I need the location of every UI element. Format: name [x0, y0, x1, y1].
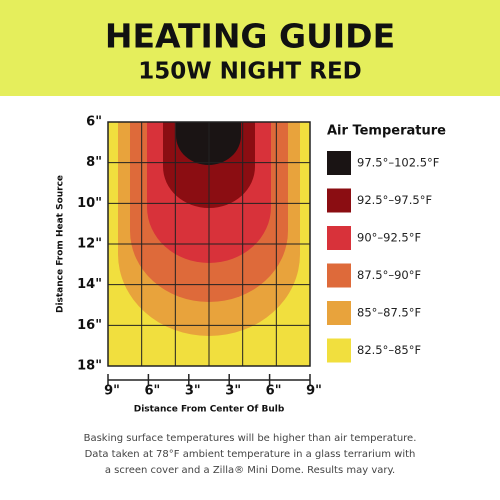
y-tick-label: 14" — [77, 277, 102, 292]
y-tick-label: 12" — [77, 237, 102, 252]
x-tick-label: 6" — [266, 384, 282, 399]
footnote: Basking surface temperatures will be hig… — [84, 433, 417, 476]
title: HEATING GUIDE — [105, 17, 395, 56]
footnote-line: Data taken at 78°F ambient temperature i… — [85, 449, 416, 460]
x-tick-label: 9" — [104, 384, 120, 399]
x-tick-label: 9" — [306, 384, 322, 399]
footnote-line: Basking surface temperatures will be hig… — [84, 433, 417, 444]
header-band — [0, 0, 500, 96]
y-tick-label: 8" — [86, 155, 102, 170]
y-tick-label: 6" — [86, 115, 102, 130]
legend-swatch — [327, 263, 351, 288]
y-axis-label: Distance From Heat Source — [56, 175, 66, 313]
legend-label: 85°–87.5°F — [357, 306, 421, 320]
legend-label: 82.5°–85°F — [357, 343, 421, 357]
legend-label: 87.5°–90°F — [357, 268, 421, 282]
legend-label: 90°–92.5°F — [357, 231, 421, 245]
y-tick-label: 10" — [77, 196, 102, 211]
legend-swatch — [327, 338, 351, 363]
legend-label: 97.5°–102.5°F — [357, 156, 439, 170]
y-tick-label: 16" — [77, 318, 102, 333]
x-axis-label: Distance From Center Of Bulb — [134, 405, 285, 415]
legend: 97.5°–102.5°F 92.5°–97.5°F 90°–92.5°F 87.5°… — [327, 151, 439, 363]
legend-swatch — [327, 188, 351, 213]
x-tick-label: 6" — [144, 384, 160, 399]
legend-label: 92.5°–97.5°F — [357, 193, 432, 207]
legend-swatch — [327, 301, 351, 325]
x-tick-label: 3" — [225, 384, 241, 399]
y-tick-label: 18" — [77, 359, 102, 374]
legend-title: Air Temperature — [327, 124, 446, 139]
legend-swatch — [327, 151, 351, 175]
plot-border — [107, 121, 311, 367]
heat-zones — [107, 121, 311, 367]
legend-swatch — [327, 226, 351, 250]
subtitle: 150W NIGHT RED — [138, 59, 362, 85]
footnote-line: a screen cover and a Zilla® Mini Dome. R… — [105, 465, 395, 476]
x-tick-label: 3" — [185, 384, 201, 399]
